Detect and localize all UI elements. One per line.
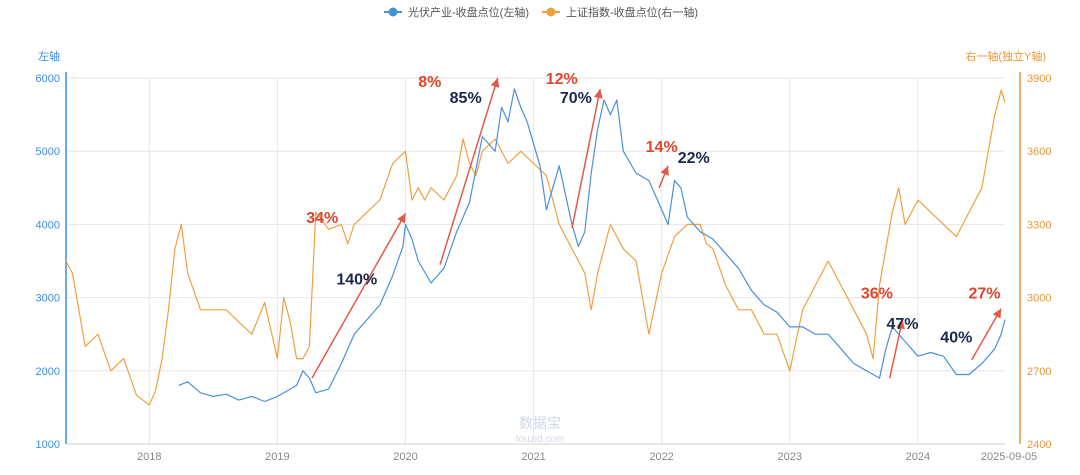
gain-annotation: 85% (450, 90, 482, 107)
right-tick-label: 3000 (1027, 293, 1051, 305)
right-tick-label: 3600 (1027, 146, 1051, 158)
gain-annotation: 36% (861, 285, 893, 302)
right-axis-title: 右一轴(独立Y轴) (965, 49, 1046, 63)
gain-annotation: 47% (887, 316, 919, 333)
left-tick-label: 5000 (36, 146, 60, 158)
x-tick-label: 2018 (137, 451, 161, 463)
gain-annotation: 140% (336, 271, 377, 288)
legend-label: 光伏产业-收盘点位(左轴) (408, 5, 529, 19)
gain-annotation: 40% (940, 329, 972, 346)
left-axis-title: 左轴 (38, 49, 60, 63)
watermark-url: touzid.com (516, 434, 564, 445)
x-tick-label: 2019 (265, 451, 289, 463)
legend-swatch-dot (388, 7, 398, 17)
x-tick-label: 2024 (906, 451, 930, 463)
gain-annotation: 8% (418, 74, 441, 91)
trend-arrow (658, 165, 669, 189)
trend-arrow (571, 88, 603, 229)
legend-label: 上证指数-收盘点位(右一轴) (566, 5, 698, 19)
gain-annotation: 27% (968, 285, 1000, 302)
trend-arrow (888, 319, 905, 379)
x-tick-label: 2021 (521, 451, 545, 463)
trend-arrow (311, 213, 407, 379)
x-tick-label: 2022 (649, 451, 673, 463)
right-tick-label: 3300 (1027, 219, 1051, 231)
right-tick-label: 2400 (1027, 439, 1051, 451)
left-tick-label: 2000 (36, 366, 60, 378)
gain-annotation: 70% (560, 90, 592, 107)
gain-annotation: 14% (646, 139, 678, 156)
trend-arrow (971, 308, 1002, 361)
x-tick-label: 2020 (393, 451, 417, 463)
gain-annotation: 12% (546, 71, 578, 88)
sse-series-line (65, 89, 1006, 406)
left-tick-label: 4000 (36, 219, 60, 231)
gain-annotation: 22% (678, 150, 710, 167)
pv-series-line (178, 88, 1006, 403)
x-tick-label: 2025-09-05 (981, 451, 1037, 463)
right-tick-label: 2700 (1027, 366, 1051, 378)
legend-swatch-dot (546, 7, 556, 17)
left-tick-label: 3000 (36, 293, 60, 305)
right-tick-label: 3900 (1027, 73, 1051, 85)
watermark-text: 数据宝 (519, 415, 561, 431)
left-tick-label: 6000 (36, 73, 60, 85)
trend-arrow (439, 77, 500, 265)
x-tick-label: 2023 (778, 451, 802, 463)
left-tick-label: 1000 (36, 439, 60, 451)
gain-annotation: 34% (306, 210, 338, 227)
